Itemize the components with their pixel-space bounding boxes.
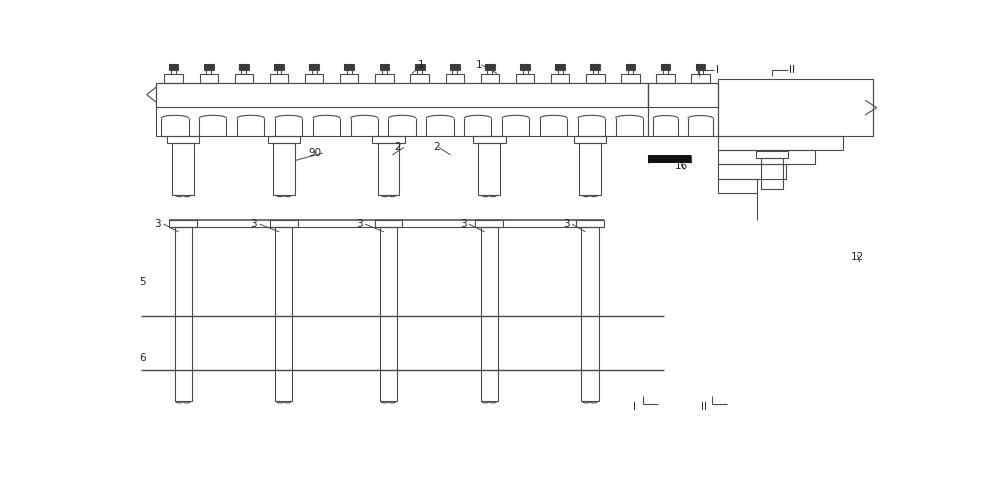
Text: 1: 1 (476, 60, 483, 70)
Text: 3: 3 (563, 218, 570, 228)
Text: 3: 3 (251, 218, 257, 228)
Bar (590, 65, 600, 71)
Bar (551, 75, 569, 84)
Text: II: II (701, 401, 707, 411)
Bar (555, 65, 565, 71)
Bar (481, 228, 498, 401)
Bar (450, 65, 460, 71)
Bar (481, 75, 499, 84)
Bar (164, 75, 183, 84)
Bar (520, 65, 530, 71)
Bar (239, 65, 249, 71)
Text: 90: 90 (309, 147, 322, 157)
Bar (446, 75, 464, 84)
Bar (274, 65, 284, 71)
Bar (450, 65, 460, 71)
Bar (590, 65, 600, 71)
Bar (268, 137, 300, 144)
Bar (485, 65, 495, 71)
Text: II: II (789, 65, 795, 75)
Bar (520, 65, 530, 71)
Bar (372, 137, 405, 144)
Bar (485, 65, 495, 71)
Bar (581, 228, 599, 401)
Bar (696, 65, 705, 71)
Bar (204, 65, 214, 71)
Text: 5: 5 (139, 276, 146, 286)
Bar (156, 84, 648, 108)
Text: 3: 3 (460, 218, 466, 228)
Bar (586, 75, 605, 84)
Bar (274, 65, 284, 71)
Bar (410, 75, 429, 84)
Bar (756, 152, 788, 158)
Bar (175, 228, 192, 401)
Bar (718, 165, 786, 179)
Bar (344, 65, 354, 71)
Bar (475, 221, 503, 228)
Bar (309, 65, 319, 71)
Bar (696, 65, 705, 71)
Bar (305, 75, 323, 84)
Bar (626, 65, 635, 71)
Bar (275, 228, 292, 401)
Bar (656, 75, 675, 84)
Bar (270, 221, 298, 228)
Bar (718, 179, 757, 193)
Bar (661, 65, 670, 71)
Text: I: I (716, 65, 719, 75)
Bar (574, 137, 606, 144)
Bar (516, 75, 534, 84)
Bar (378, 144, 399, 195)
Bar (340, 75, 358, 84)
Text: 12: 12 (851, 251, 864, 261)
Bar (204, 65, 214, 71)
Bar (718, 137, 843, 151)
Bar (375, 221, 402, 228)
Bar (576, 221, 604, 228)
Bar (579, 144, 601, 195)
Bar (761, 158, 783, 190)
Text: 2: 2 (395, 142, 401, 152)
Bar (239, 65, 249, 71)
Bar (169, 65, 178, 71)
Bar (648, 84, 718, 137)
Bar (621, 75, 640, 84)
Bar (555, 65, 565, 71)
Text: 16: 16 (675, 160, 688, 170)
Bar (415, 65, 425, 71)
Text: 3: 3 (356, 218, 363, 228)
Bar (375, 75, 394, 84)
Bar (156, 84, 648, 137)
Bar (172, 144, 194, 195)
Bar (691, 75, 710, 84)
Bar (478, 144, 500, 195)
Bar (718, 151, 815, 165)
Text: 1: 1 (418, 60, 425, 70)
Bar (380, 228, 397, 401)
Bar (380, 65, 389, 71)
Bar (626, 65, 635, 71)
Text: 3: 3 (154, 218, 161, 228)
Bar (648, 84, 718, 108)
Bar (344, 65, 354, 71)
Text: I: I (633, 401, 636, 411)
Bar (169, 221, 197, 228)
Bar (415, 65, 425, 71)
Bar (661, 65, 670, 71)
Bar (273, 144, 295, 195)
Bar (473, 137, 506, 144)
Bar (380, 65, 389, 71)
Bar (235, 75, 253, 84)
Bar (648, 156, 691, 164)
Bar (169, 65, 178, 71)
Bar (718, 80, 873, 137)
Text: 6: 6 (139, 352, 146, 362)
Bar (270, 75, 288, 84)
Text: 2: 2 (433, 142, 440, 152)
Bar (309, 65, 319, 71)
Bar (167, 137, 199, 144)
Bar (200, 75, 218, 84)
